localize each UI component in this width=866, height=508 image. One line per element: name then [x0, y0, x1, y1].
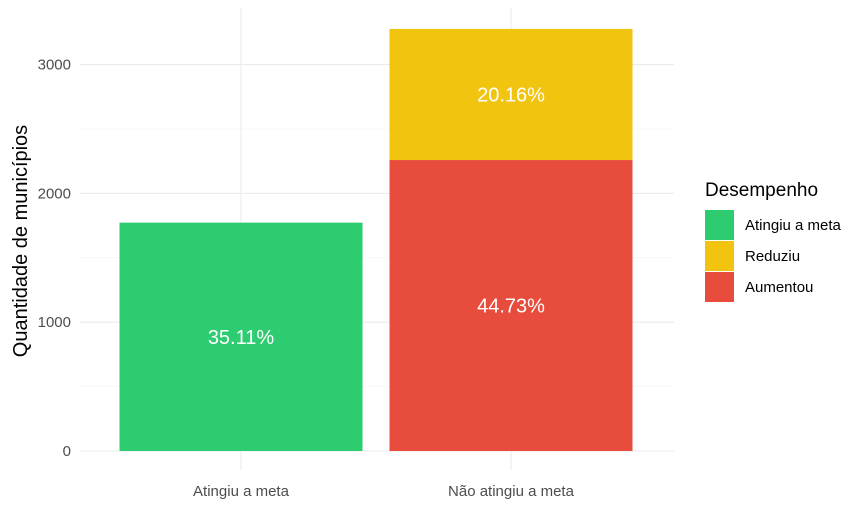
- x-tick-label: Não atingiu a meta: [448, 483, 575, 500]
- y-tick-label: 1000: [38, 314, 71, 331]
- bar-segment: [119, 222, 363, 451]
- y-tick-label: 2000: [38, 185, 71, 202]
- y-tick-label: 0: [63, 443, 71, 460]
- legend-swatch: [705, 272, 734, 302]
- y-tick-label: 3000: [38, 57, 71, 74]
- x-axis-ticks: Atingiu a meta Não atingiu a meta: [193, 483, 575, 500]
- legend-swatch: [705, 241, 734, 271]
- bar-data-label: 20.16%: [477, 84, 545, 106]
- legend-label: Aumentou: [745, 279, 813, 296]
- y-axis-ticks: 0 1000 2000 3000: [38, 57, 71, 460]
- bar-data-label: 35.11%: [208, 327, 275, 349]
- bars: [119, 28, 633, 451]
- legend-label: Reduziu: [745, 248, 800, 265]
- legend-label: Atingiu a meta: [745, 217, 842, 234]
- legend-title: Desempenho: [705, 180, 818, 201]
- bar-segment: [389, 160, 633, 451]
- legend-swatch: [705, 210, 734, 240]
- y-axis-title: Quantidade de municípios: [10, 125, 32, 357]
- bar-labels: 35.11% 44.73% 20.16%: [208, 84, 545, 348]
- x-tick-label: Atingiu a meta: [193, 483, 290, 500]
- bar-segment: [389, 28, 633, 161]
- bar-data-label: 44.73%: [477, 296, 545, 318]
- legend: Desempenho Atingiu a meta Reduziu Aumentou: [705, 180, 842, 302]
